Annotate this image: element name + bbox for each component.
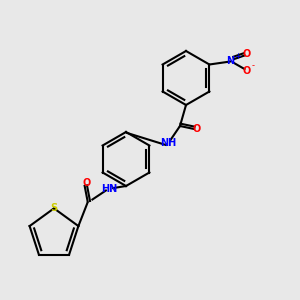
Text: +: + [234, 52, 241, 62]
Text: O: O [243, 49, 251, 59]
Text: S: S [50, 203, 58, 213]
Text: HN: HN [101, 184, 118, 194]
Text: N: N [226, 56, 234, 67]
Text: NH: NH [160, 137, 176, 148]
Text: O: O [192, 124, 201, 134]
Text: O: O [83, 178, 91, 188]
Text: O: O [243, 65, 251, 76]
Text: -: - [252, 61, 255, 70]
